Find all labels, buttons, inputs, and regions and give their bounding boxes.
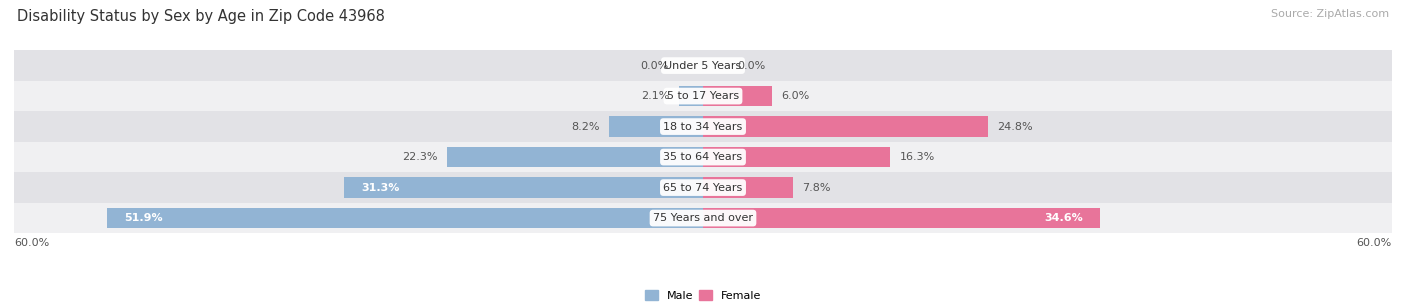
Bar: [703, 177, 793, 198]
Bar: [14, 203, 1392, 233]
Legend: Male, Female: Male, Female: [640, 286, 766, 305]
Bar: [14, 111, 1392, 142]
Bar: [609, 116, 703, 137]
Bar: [447, 147, 703, 167]
Text: 7.8%: 7.8%: [801, 183, 831, 192]
Text: 5 to 17 Years: 5 to 17 Years: [666, 91, 740, 101]
Bar: [14, 50, 1392, 81]
Bar: [14, 172, 1392, 203]
Text: 75 Years and over: 75 Years and over: [652, 213, 754, 223]
Bar: [14, 142, 1392, 172]
Text: 60.0%: 60.0%: [14, 238, 49, 248]
Bar: [679, 86, 703, 106]
Text: 18 to 34 Years: 18 to 34 Years: [664, 122, 742, 131]
Bar: [703, 116, 988, 137]
Bar: [703, 208, 1101, 228]
Text: 2.1%: 2.1%: [641, 91, 669, 101]
Text: Disability Status by Sex by Age in Zip Code 43968: Disability Status by Sex by Age in Zip C…: [17, 9, 385, 24]
Text: 35 to 64 Years: 35 to 64 Years: [664, 152, 742, 162]
Bar: [703, 86, 772, 106]
Text: 0.0%: 0.0%: [738, 61, 766, 70]
Bar: [14, 81, 1392, 111]
Text: 51.9%: 51.9%: [124, 213, 163, 223]
Bar: [703, 147, 890, 167]
Bar: [107, 208, 703, 228]
Text: 65 to 74 Years: 65 to 74 Years: [664, 183, 742, 192]
Text: 34.6%: 34.6%: [1045, 213, 1083, 223]
Text: 31.3%: 31.3%: [361, 183, 399, 192]
Text: Source: ZipAtlas.com: Source: ZipAtlas.com: [1271, 9, 1389, 19]
Text: 6.0%: 6.0%: [782, 91, 810, 101]
Text: 22.3%: 22.3%: [402, 152, 437, 162]
Text: 60.0%: 60.0%: [1357, 238, 1392, 248]
Text: 0.0%: 0.0%: [640, 61, 669, 70]
Text: 24.8%: 24.8%: [997, 122, 1032, 131]
Text: Under 5 Years: Under 5 Years: [665, 61, 741, 70]
Text: 16.3%: 16.3%: [900, 152, 935, 162]
Text: 8.2%: 8.2%: [571, 122, 599, 131]
Bar: [343, 177, 703, 198]
